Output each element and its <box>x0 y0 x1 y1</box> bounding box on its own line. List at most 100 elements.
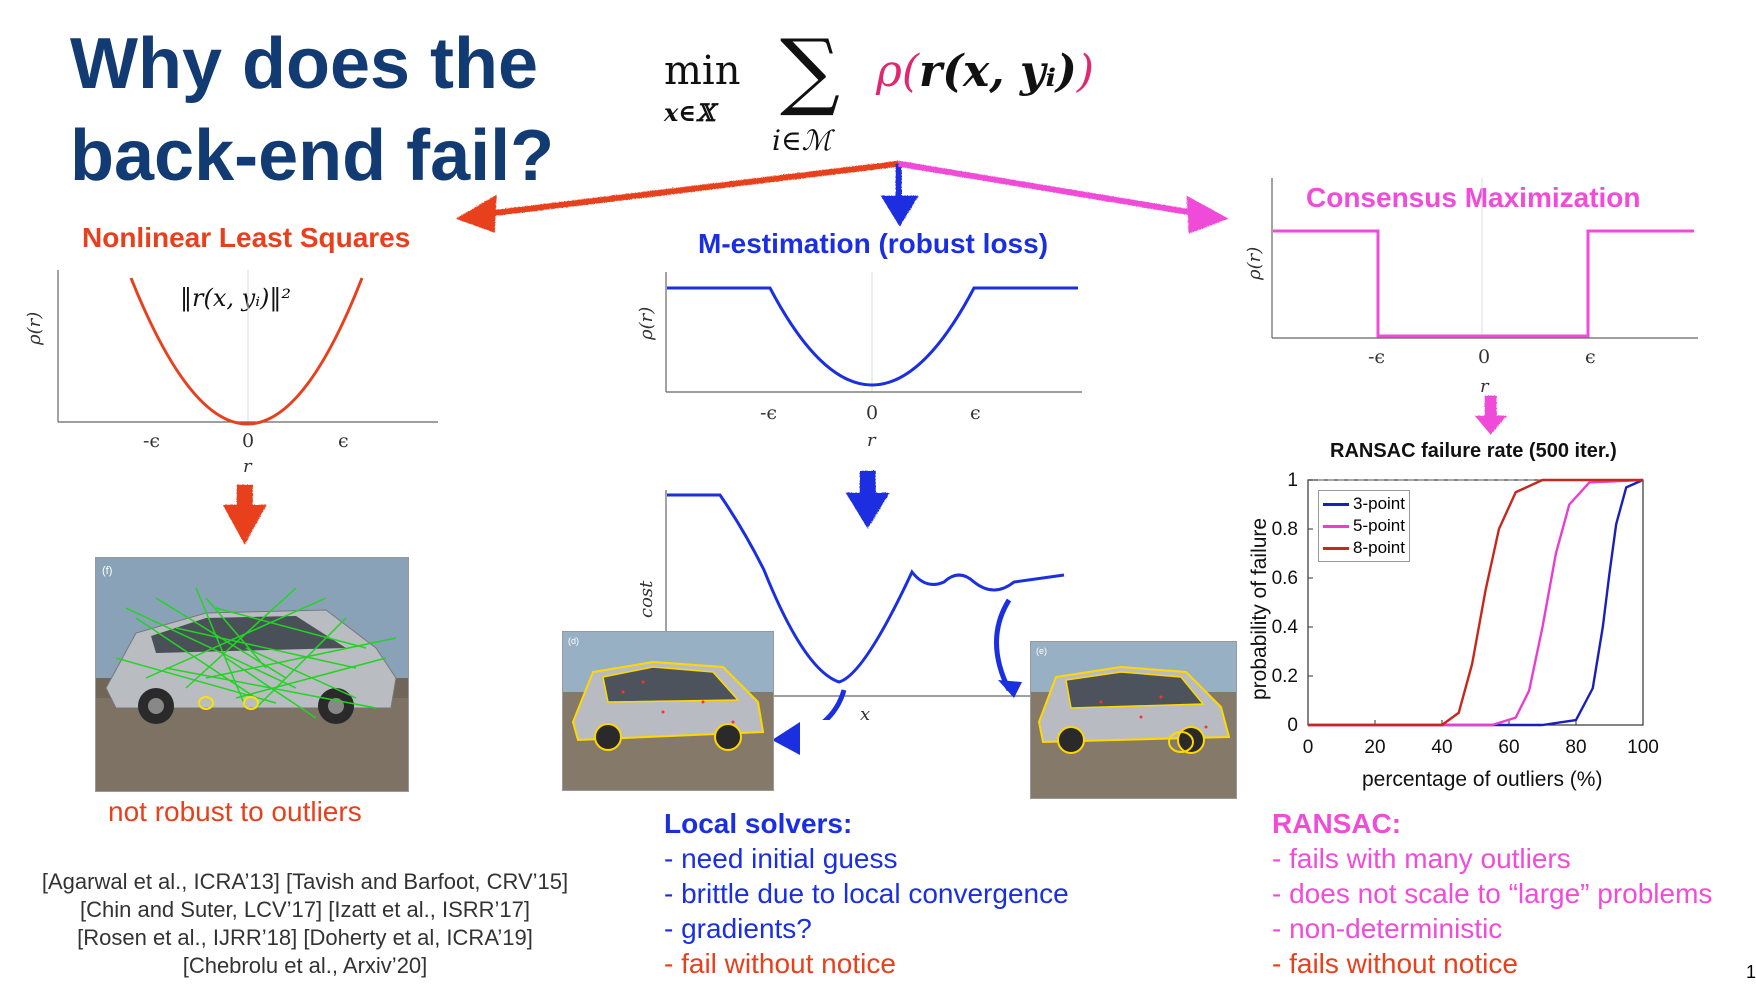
mest-ylabel: ρ(r) <box>636 306 657 340</box>
cost-arrow-left-head <box>772 722 800 755</box>
cm-plot <box>1271 178 1698 339</box>
slide-title-line2: back-end fail? <box>70 116 555 196</box>
formula-min-sub: x∈𝕏 <box>664 98 715 127</box>
x-tick-label: 80 <box>1565 737 1586 758</box>
cm-xlabel: r <box>1480 376 1489 397</box>
nls-plot <box>57 270 438 426</box>
arrow-right-down <box>1474 415 1506 434</box>
ransac-chart: 0 20 40 60 80 100 0 0.2 0.4 0.6 0.8 1 <box>1272 470 1659 758</box>
nls-heading: Nonlinear Least Squares <box>82 222 411 253</box>
chart-title: RANSAC failure rate (500 iter.) <box>1330 440 1617 462</box>
mest-curve <box>667 286 1078 387</box>
chart-xlabel: percentage of outliers (%) <box>1362 768 1603 791</box>
arrow-down-head <box>880 195 918 226</box>
ransac-list-item-warning: - fails without notice <box>1272 948 1518 979</box>
ransac-list-title: RANSAC: <box>1272 808 1402 839</box>
arrow-right-head <box>1186 195 1228 233</box>
cm-heading: Consensus Maximization <box>1306 182 1641 213</box>
reference-line-1: [Agarwal et al., ICRA’13] [Tavish and Ba… <box>41 869 569 894</box>
cm-tick-neg-eps: -ϵ <box>1368 346 1386 368</box>
photo-left-tag: (f) <box>102 565 112 577</box>
cost-curve <box>667 493 1065 684</box>
local-solvers-item: - gradients? <box>664 913 812 944</box>
x-tick-label: 100 <box>1627 737 1659 758</box>
legend-entry-8-point: 8-point <box>1323 537 1405 559</box>
cm-ylabel: ρ(r) <box>1244 246 1265 280</box>
formula-sum: ∑ <box>780 21 840 119</box>
formula-sum-sub: i∈ℳ <box>772 124 832 157</box>
nls-ylabel: ρ(r) <box>24 311 45 345</box>
formula-close: ) <box>1076 46 1094 97</box>
series-line-3-point <box>1308 478 1644 727</box>
x-tick-label: 20 <box>1364 737 1385 758</box>
mest-tick-zero: 0 <box>866 402 879 424</box>
ransac-list-item: - does not scale to “large” problems <box>1272 878 1713 909</box>
y-tick-label: 0.4 <box>1272 617 1299 638</box>
arrow-left-line <box>487 160 899 216</box>
series-line-5-point <box>1308 478 1644 727</box>
ransac-list: RANSAC: - fails with many outliers - doe… <box>1272 806 1712 981</box>
nls-tick-neg-eps: -ϵ <box>143 430 161 452</box>
photo-middle-right-tag: (e) <box>1036 646 1047 656</box>
nls-formula: ‖r(x, yᵢ)‖² <box>180 284 291 312</box>
reference-line-3: [Rosen et al., IJRR’18] [Doherty et al, … <box>77 925 533 950</box>
references: [Agarwal et al., ICRA’13] [Tavish and Ba… <box>20 868 590 980</box>
cm-tick-eps: ϵ <box>1585 346 1596 368</box>
mest-xlabel: r <box>867 430 876 451</box>
arrow-left-down <box>222 504 266 544</box>
arrow-mid-down <box>845 492 889 528</box>
local-solvers-title: Local solvers: <box>664 808 853 839</box>
mest-heading: M-estimation (robust loss) <box>698 228 1049 259</box>
ransac-list-item: - fails with many outliers <box>1272 843 1571 874</box>
slide-title-line1: Why does the <box>70 24 539 104</box>
mest-tick-neg-eps: -ϵ <box>760 402 778 424</box>
y-tick-label: 0 <box>1287 715 1298 736</box>
slide-title: Why does the back-end fail? <box>70 18 554 202</box>
cost-arrow-left <box>822 689 847 720</box>
formula-residual: r(x, yᵢ) <box>919 46 1077 97</box>
local-solvers-item-warning: - fail without notice <box>664 948 896 979</box>
x-tick-label: 40 <box>1431 737 1452 758</box>
arrow-left-head <box>455 194 496 232</box>
mest-tick-eps: ϵ <box>970 402 981 424</box>
formula-rho: ρ( <box>876 46 920 97</box>
ransac-list-item: - non-deterministic <box>1272 913 1503 944</box>
series-line-8-point <box>1308 478 1643 727</box>
cost-arrow-right <box>994 598 1012 692</box>
photo-car-local-min-right: (e) <box>1030 641 1237 799</box>
legend-entry-5-point: 5-point <box>1323 515 1405 537</box>
chart-ylabel: probability of failure <box>1248 517 1271 700</box>
legend-label: 3-point <box>1353 494 1405 513</box>
local-solvers-item: - need initial guess <box>664 843 898 874</box>
cost-xlabel: x <box>860 704 871 725</box>
car-left-image: (d) <box>563 632 773 790</box>
y-tick-label: 1 <box>1287 470 1298 491</box>
nls-caption: not robust to outliers <box>108 796 362 827</box>
photo-car-local-min-left: (d) <box>562 631 774 791</box>
nls-tick-eps: ϵ <box>338 430 349 452</box>
y-tick-label: 0.6 <box>1272 568 1298 589</box>
reference-line-4: [Chebrolu et al., Arxiv’20] <box>182 953 428 978</box>
legend-label: 8-point <box>1353 538 1405 557</box>
formula-rho-term: ρ(r(x, yᵢ)) <box>876 46 1094 97</box>
local-solvers-list: Local solvers: - need initial guess - br… <box>664 806 1069 981</box>
legend-label: 5-point <box>1353 516 1405 535</box>
car-right-image: (e) <box>1031 642 1236 798</box>
photo-car-outliers: (f) <box>95 557 409 792</box>
reference-line-2: [Chin and Suter, LCV’17] [Izatt et al., … <box>79 897 530 922</box>
page-number: 1 <box>1745 962 1756 982</box>
y-tick-label: 0.2 <box>1272 666 1298 687</box>
mest-plot <box>665 272 1082 393</box>
arrow-right-line <box>897 160 1199 216</box>
y-tick-label: 0.8 <box>1272 519 1298 540</box>
legend-entry-3-point: 3-point <box>1323 493 1405 515</box>
x-tick-label: 60 <box>1498 737 1519 758</box>
cost-ylabel: cost <box>636 580 657 618</box>
nls-xlabel: r <box>243 456 252 477</box>
chart-legend: 3-point 5-point 8-point <box>1318 490 1410 562</box>
formula-min: min <box>664 48 741 94</box>
photo-middle-left-tag: (d) <box>568 636 579 646</box>
nls-curve <box>129 277 364 426</box>
local-solvers-item: - brittle due to local convergence <box>664 878 1069 909</box>
